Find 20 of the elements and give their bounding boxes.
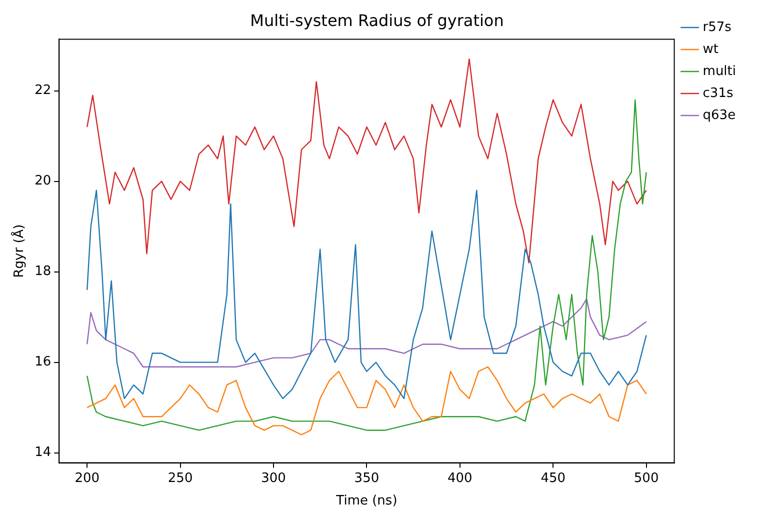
y-axis-title: Rgyr (Å) [10, 224, 28, 278]
y-tick-label: 18 [34, 264, 52, 280]
legend-label: wt [702, 42, 719, 57]
legend-label: q63e [702, 108, 736, 123]
y-tick-label: 14 [34, 445, 52, 460]
legend-label: multi [702, 64, 736, 79]
x-tick-label: 250 [168, 470, 193, 486]
chart-title: Multi-system Radius of gyration [250, 10, 504, 30]
x-tick-label: 450 [540, 470, 566, 486]
x-tick-label: 350 [354, 470, 380, 486]
y-tick-label: 20 [34, 174, 52, 189]
x-tick-label: 300 [261, 470, 286, 486]
x-tick-label: 200 [74, 470, 100, 486]
x-axis-title: Time (ns) [335, 494, 398, 509]
x-tick-label: 500 [634, 470, 659, 486]
legend-label: r57s [702, 20, 732, 35]
legend-label: c31s [702, 86, 734, 101]
x-tick-label: 400 [447, 470, 472, 486]
y-tick-label: 16 [34, 354, 52, 370]
y-tick-label: 22 [34, 83, 52, 98]
